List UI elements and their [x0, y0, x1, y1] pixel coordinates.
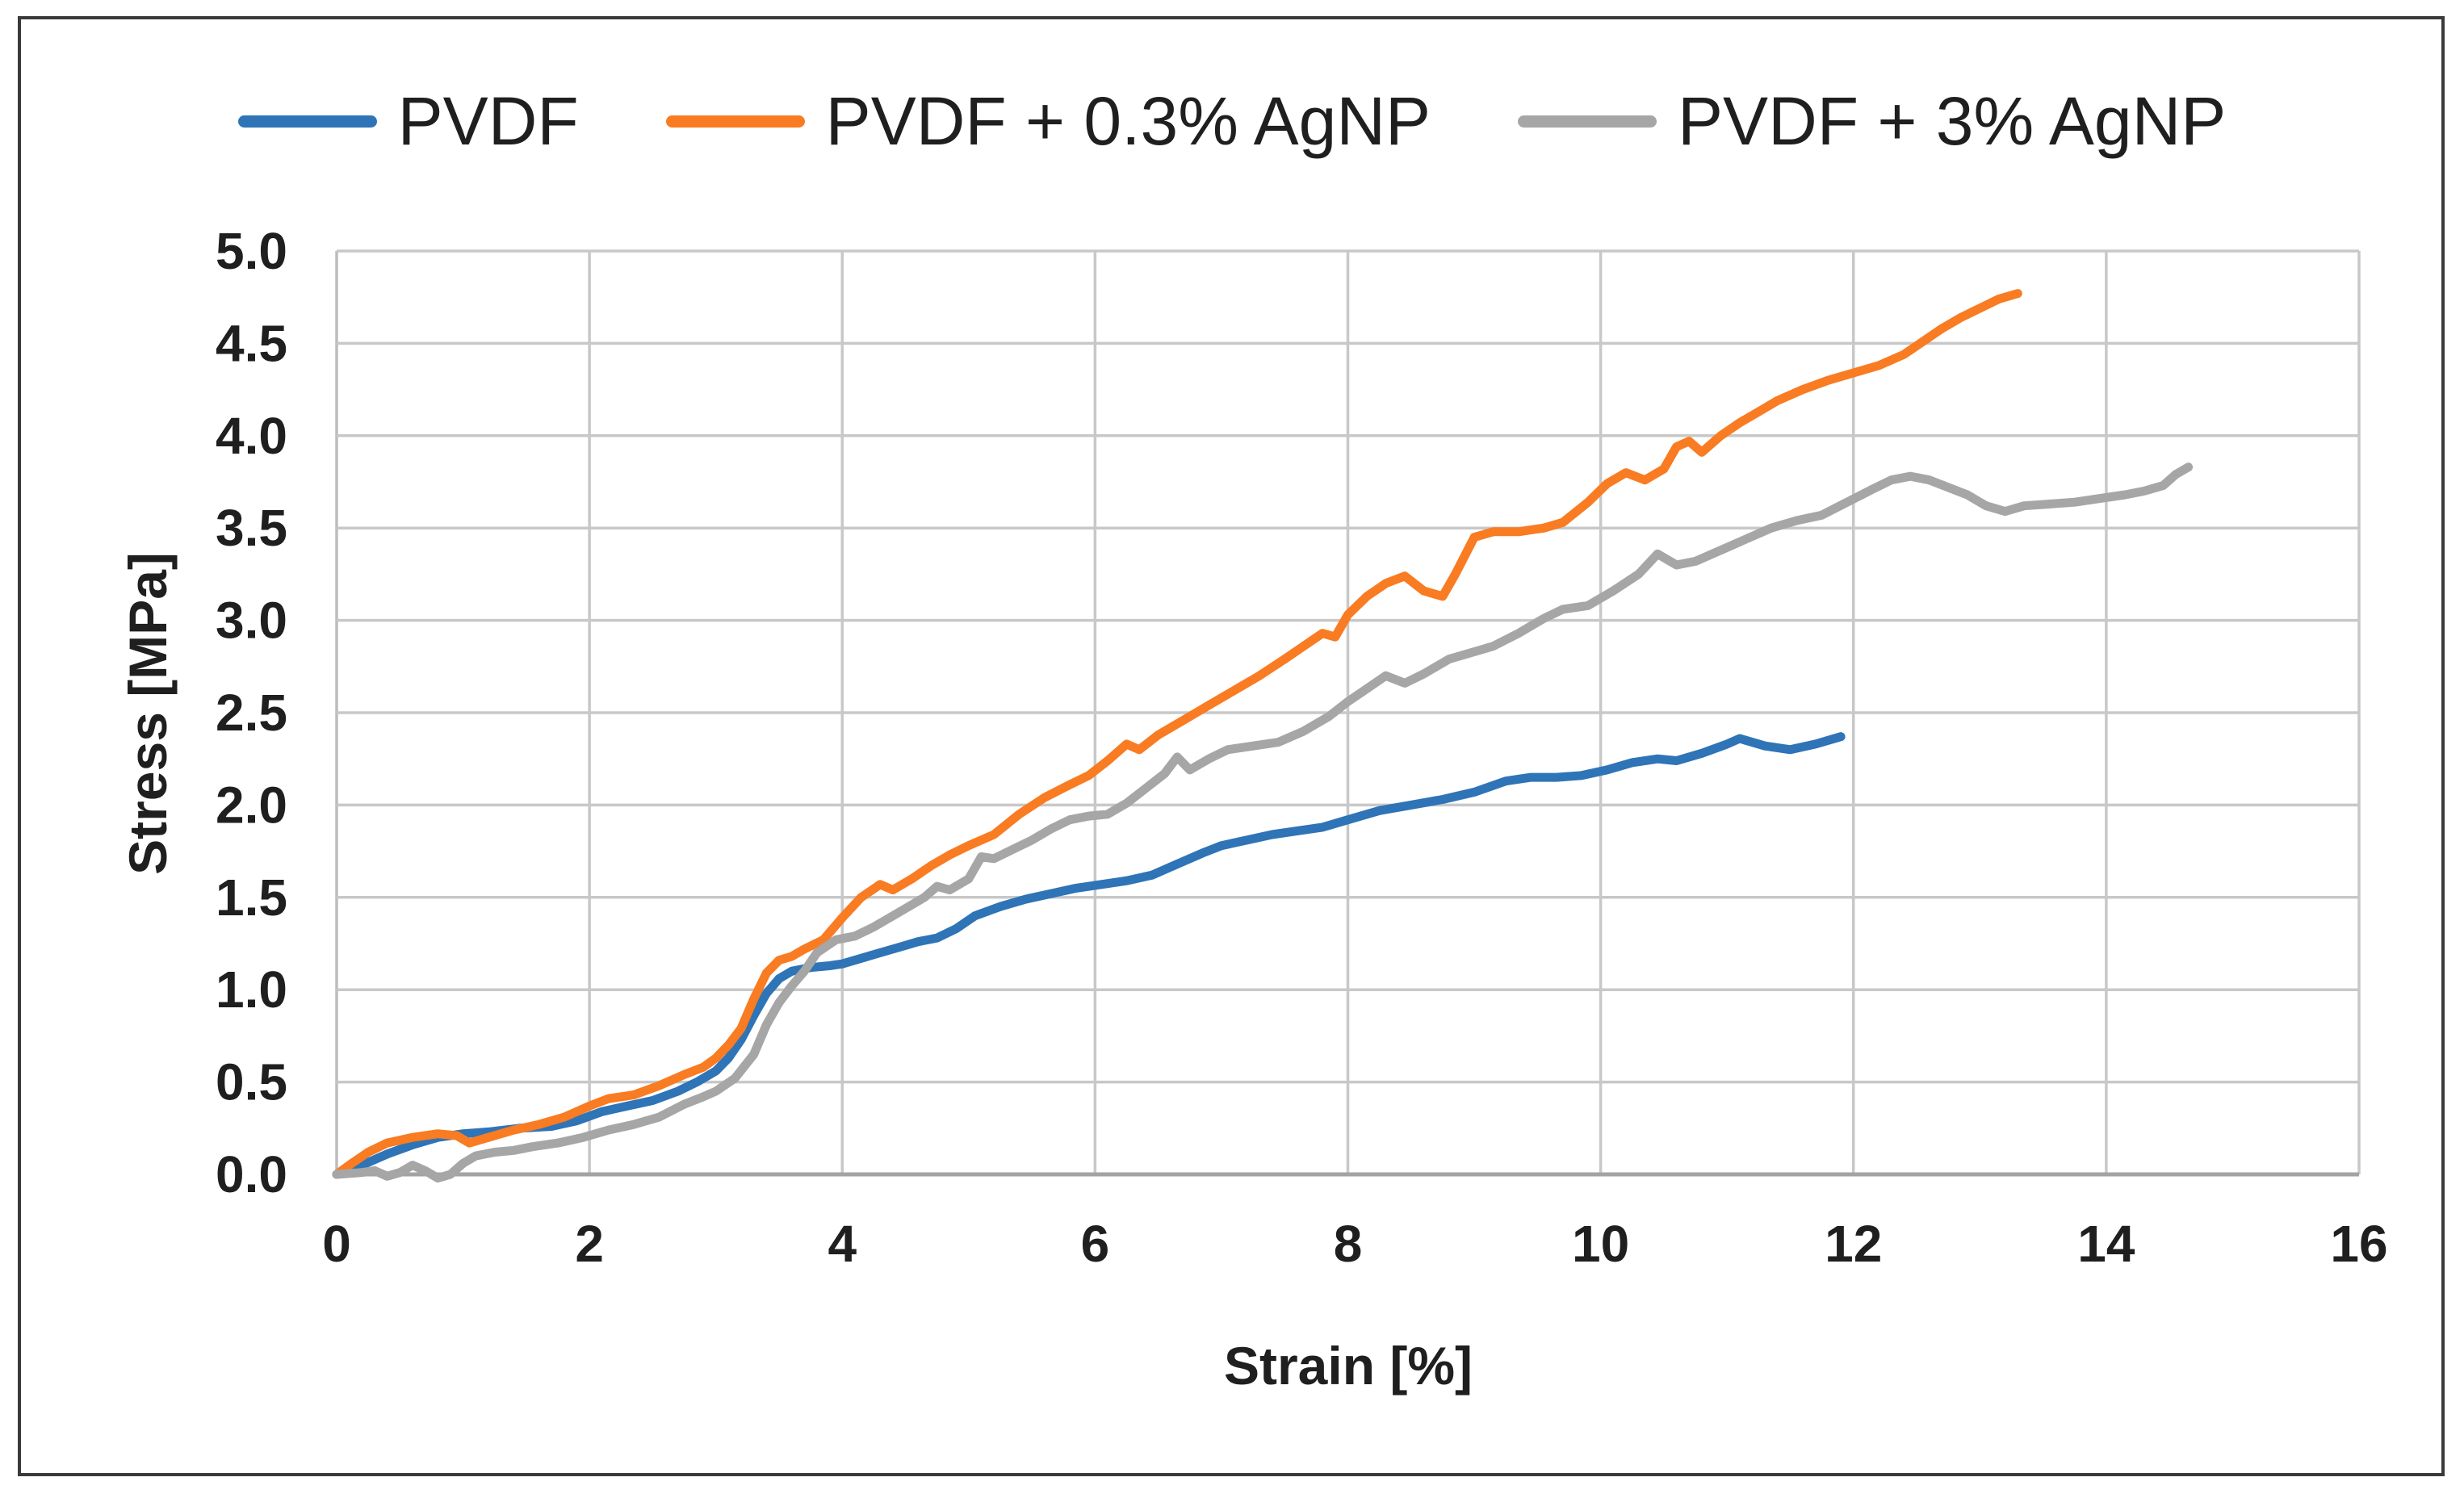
- legend-label-pvdf-3-agnp: PVDF + 3% AgNP: [1678, 82, 2227, 159]
- legend-swatch-pvdf: [237, 115, 377, 128]
- y-tick-label-1.0: 1.0: [216, 960, 287, 1019]
- tick-labels: 0 2 4 6 8 10 12 14 16 0.0 0.5 1.0 1.5 2.0 2.5 3.0 3.5 4.0…: [216, 222, 2388, 1273]
- x-tick-label-2: 2: [575, 1215, 604, 1273]
- legend-swatch-pvdf-3-agnp: [1518, 115, 1657, 128]
- chart-outer-border: [18, 16, 2445, 1476]
- x-tick-label-8: 8: [1334, 1215, 1363, 1273]
- series-line-1: [332, 289, 2022, 1179]
- gridlines: [335, 249, 2361, 1177]
- y-tick-label-4.0: 4.0: [216, 407, 287, 465]
- series-line-0: [332, 732, 1846, 1179]
- legend-label-pvdf: PVDF: [397, 82, 579, 159]
- x-axis-title: Strain [%]: [1223, 1336, 1473, 1396]
- series-line-2: [332, 462, 2194, 1183]
- x-tick-label-16: 16: [2330, 1215, 2387, 1273]
- x-tick-label-6: 6: [1081, 1215, 1110, 1273]
- x-tick-label-4: 4: [828, 1215, 857, 1273]
- legend-label-pvdf-03-agnp: PVDF + 0.3% AgNP: [825, 82, 1431, 159]
- x-tick-label-0: 0: [322, 1215, 351, 1273]
- y-tick-label-3.5: 3.5: [216, 499, 287, 557]
- legend-swatch-pvdf-03-agnp: [665, 115, 805, 128]
- legend-item-pvdf-3-agnp: PVDF + 3% AgNP: [1518, 82, 2226, 161]
- y-tick-label-2.0: 2.0: [216, 776, 287, 834]
- legend-item-pvdf: PVDF: [237, 82, 579, 161]
- y-tick-label-4.5: 4.5: [216, 314, 287, 372]
- y-tick-label-2.5: 2.5: [216, 684, 287, 742]
- x-tick-label-14: 14: [2077, 1215, 2135, 1273]
- x-tick-label-10: 10: [1572, 1215, 1629, 1273]
- chart-legend: PVDF PVDF + 0.3% AgNP PVDF + 3% AgNP: [0, 71, 2464, 171]
- x-tick-label-12: 12: [1825, 1215, 1882, 1273]
- legend-item-pvdf-03-agnp: PVDF + 0.3% AgNP: [665, 82, 1431, 161]
- series-lines: [332, 289, 2194, 1183]
- y-tick-label-0.5: 0.5: [216, 1053, 287, 1111]
- y-tick-label-0.0: 0.0: [216, 1145, 287, 1203]
- y-tick-label-1.5: 1.5: [216, 868, 287, 927]
- y-tick-label-3.0: 3.0: [216, 592, 287, 650]
- y-axis-title: Stress [MPa]: [118, 552, 178, 875]
- y-tick-label-5.0: 5.0: [216, 222, 287, 280]
